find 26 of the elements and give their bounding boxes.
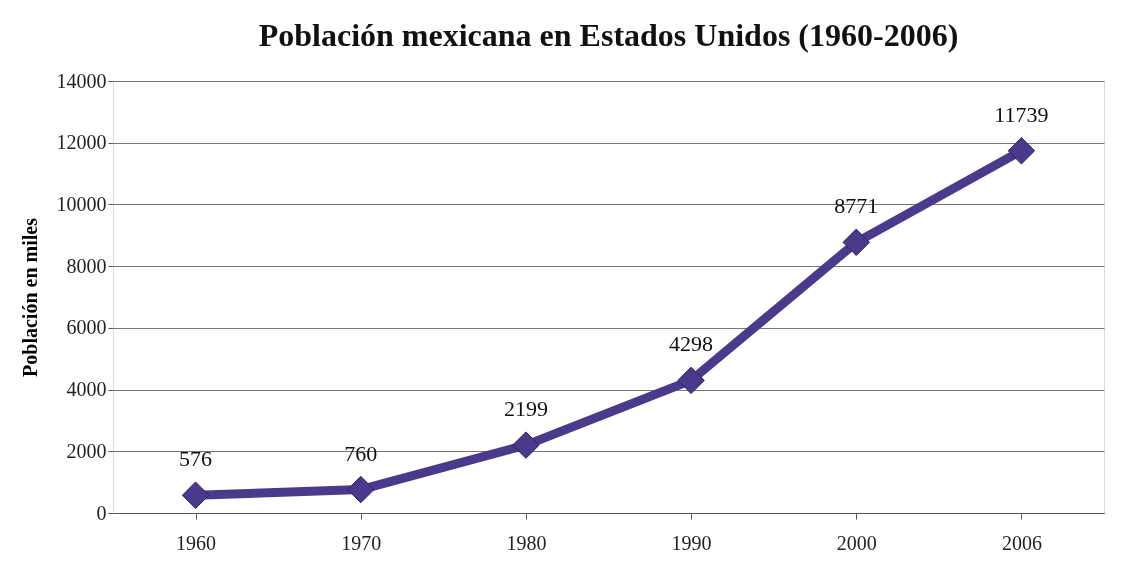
point	[181, 481, 210, 509]
data-label: 4298	[669, 331, 714, 357]
y-axis-title: Población en miles	[18, 217, 41, 377]
x-tick-label: 1960	[176, 531, 217, 554]
x-tick-label: 1990	[671, 531, 712, 554]
point	[347, 475, 375, 504]
point	[512, 431, 540, 459]
data-label: 576	[179, 446, 213, 472]
x-tick-label: 2000	[836, 531, 877, 554]
x-tick-label: 2006	[1001, 531, 1042, 554]
point	[842, 228, 870, 257]
data-label: 2199	[503, 396, 548, 422]
y-tick-label: 8000	[66, 254, 107, 277]
y-tick-label: 2000	[66, 439, 107, 462]
y-tick-label: 6000	[66, 316, 107, 339]
chart-title: Población mexicana en Estados Unidos (1960-2006)	[258, 17, 959, 53]
y-tick-label: 14000	[56, 69, 107, 92]
y-tick-label: 4000	[66, 378, 107, 401]
point	[677, 366, 705, 395]
point	[1007, 137, 1036, 165]
x-tick-label: 1980	[506, 531, 547, 554]
y-tick-label: 12000	[56, 131, 107, 154]
y-tick-label: 0	[96, 501, 107, 524]
y-tick-label: 10000	[56, 192, 107, 215]
data-label: 11739	[994, 101, 1049, 127]
x-tick-label: 1970	[341, 531, 382, 554]
